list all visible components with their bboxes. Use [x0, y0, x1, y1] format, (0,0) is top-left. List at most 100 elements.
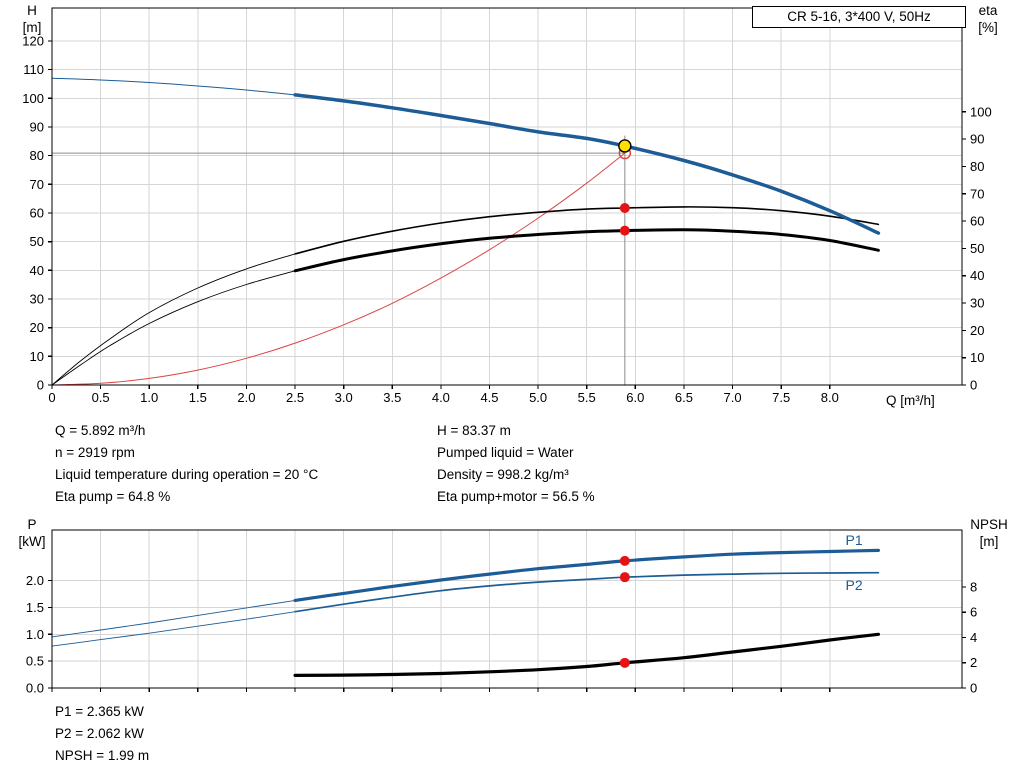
svg-text:6: 6	[970, 605, 977, 620]
axes: 0 0.5 1.0 1.5 2.0 2.5 3.0 3.5 4.0 4.5 5.0 5.5 6.0 6.5…	[22, 7, 992, 405]
info-line-h: H = 83.37 m	[437, 423, 511, 438]
h-axis-title: H [m]	[12, 2, 52, 36]
svg-text:4.0: 4.0	[432, 390, 450, 405]
svg-text:0: 0	[37, 378, 44, 393]
pump-model-badge: CR 5-16, 3*400 V, 50Hz	[752, 6, 966, 28]
svg-text:40: 40	[30, 263, 44, 278]
head-curve-thin	[51, 77, 296, 96]
info-line-speed: n = 2919 rpm	[55, 445, 135, 460]
svg-text:30: 30	[970, 296, 984, 311]
eta-pump-point	[619, 202, 630, 213]
svg-text:5.5: 5.5	[578, 390, 596, 405]
p1-curve-thin	[51, 599, 296, 638]
svg-text:0.5: 0.5	[92, 390, 110, 405]
svg-text:100: 100	[22, 91, 44, 106]
grid	[52, 8, 962, 385]
svg-text:7.0: 7.0	[724, 390, 742, 405]
svg-text:7.5: 7.5	[772, 390, 790, 405]
npsh-axis-title-line1: NPSH	[970, 517, 1008, 532]
svg-text:20: 20	[30, 320, 44, 335]
q-axis-title: Q [m³/h]	[886, 393, 935, 408]
p2-curve-thin	[51, 611, 296, 647]
power-axis-title-line2: [kW]	[18, 534, 46, 549]
svg-text:6.0: 6.0	[626, 390, 644, 405]
svg-text:80: 80	[970, 159, 984, 174]
info-line-p1: P1 = 2.365 kW	[55, 704, 144, 719]
power-info-column: P1 = 2.365 kW P2 = 2.062 kW NPSH = 1.99 …	[55, 701, 149, 767]
eta-pump-motor-point	[619, 225, 630, 236]
svg-text:1.5: 1.5	[26, 600, 44, 615]
svg-text:70: 70	[970, 186, 984, 201]
svg-text:2.0: 2.0	[237, 390, 255, 405]
svg-text:1.0: 1.0	[140, 390, 158, 405]
h-axis-title-line1: H	[27, 3, 37, 18]
svg-text:4: 4	[970, 630, 977, 645]
svg-text:6.5: 6.5	[675, 390, 693, 405]
label-p2: P2	[846, 577, 863, 593]
svg-text:70: 70	[30, 177, 44, 192]
eta-pump-motor-curve-thin	[51, 270, 296, 386]
svg-text:2.0: 2.0	[26, 573, 44, 588]
eta-pump-curve-thin	[51, 253, 296, 386]
duty-markers	[619, 555, 630, 668]
info-line-eta-pump-motor: Eta pump+motor = 56.5 %	[437, 489, 595, 504]
svg-text:30: 30	[30, 291, 44, 306]
svg-text:90: 90	[30, 119, 44, 134]
svg-text:80: 80	[30, 148, 44, 163]
svg-text:50: 50	[970, 241, 984, 256]
svg-text:0: 0	[970, 681, 977, 696]
eta-axis-title-line1: eta	[978, 3, 998, 18]
svg-text:1.5: 1.5	[189, 390, 207, 405]
system-curve	[51, 152, 626, 386]
svg-text:3.5: 3.5	[383, 390, 401, 405]
svg-text:10: 10	[30, 349, 44, 364]
svg-text:20: 20	[970, 323, 984, 338]
info-line-p2: P2 = 2.062 kW	[55, 726, 144, 741]
p1-point	[619, 555, 630, 566]
npsh-axis-title: NPSH [m]	[958, 516, 1020, 550]
npsh-curve	[293, 632, 880, 677]
plot-frame	[51, 529, 963, 689]
duty-info-left-column: Q = 5.892 m³/h n = 2919 rpm Liquid tempe…	[55, 420, 318, 508]
duty-info-right-column: H = 83.37 m Pumped liquid = Water Densit…	[437, 420, 595, 508]
svg-text:1.0: 1.0	[26, 627, 44, 642]
eta-pump-motor-curve	[293, 228, 880, 273]
svg-text:0: 0	[48, 390, 55, 405]
head-curve	[293, 93, 881, 235]
power-npsh-chart: 0.0 0.5 1.0 1.5 2.0 0 2 4 6 8 P1 P2	[26, 529, 977, 696]
eta-axis-title: eta [%]	[964, 2, 1012, 36]
npsh-point	[619, 657, 630, 668]
plot-frame	[51, 7, 963, 386]
svg-text:40: 40	[970, 268, 984, 283]
svg-text:3.0: 3.0	[335, 390, 353, 405]
info-line-pumped-liquid: Pumped liquid = Water	[437, 445, 574, 460]
power-axis-title-line1: P	[27, 517, 37, 532]
eta-pump-curve	[294, 206, 880, 255]
svg-text:8.0: 8.0	[821, 390, 839, 405]
curves	[51, 548, 880, 677]
svg-text:60: 60	[30, 205, 44, 220]
p2-point	[619, 572, 630, 583]
svg-text:110: 110	[23, 62, 44, 77]
svg-text:0.0: 0.0	[26, 681, 44, 696]
svg-text:0.5: 0.5	[26, 654, 44, 669]
p2-curve	[294, 571, 880, 613]
svg-text:10: 10	[970, 350, 984, 365]
grid	[52, 530, 962, 688]
curves	[51, 77, 881, 386]
duty-markers	[618, 139, 632, 236]
svg-text:0: 0	[970, 378, 977, 393]
duty-crosshair	[52, 135, 626, 385]
svg-text:60: 60	[970, 214, 984, 229]
curve-labels: P1 P2	[846, 532, 863, 593]
svg-text:8: 8	[970, 579, 977, 594]
info-line-eta-pump: Eta pump = 64.8 %	[55, 489, 171, 504]
svg-text:2: 2	[970, 655, 977, 670]
power-axis-title: P [kW]	[10, 516, 54, 550]
npsh-axis-title-line2: [m]	[979, 534, 999, 549]
info-line-q: Q = 5.892 m³/h	[55, 423, 146, 438]
svg-text:4.5: 4.5	[480, 390, 498, 405]
eta-axis-title-line2: [%]	[978, 20, 998, 35]
svg-text:5.0: 5.0	[529, 390, 547, 405]
